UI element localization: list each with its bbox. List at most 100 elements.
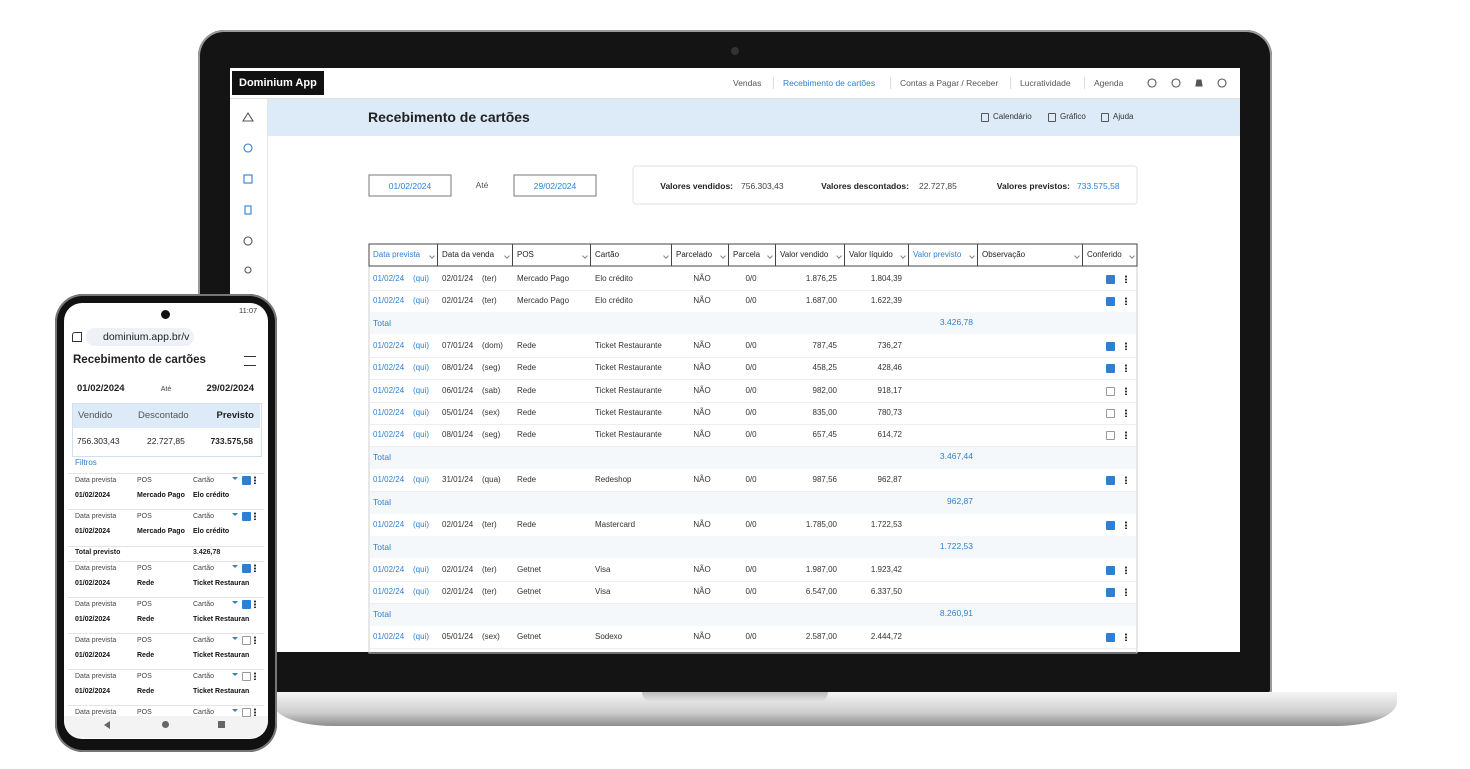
dropdown-arrow — [232, 709, 238, 712]
phone-row-line — [68, 561, 264, 562]
column-header: Valor vendido — [780, 250, 829, 259]
card-label: Cartão — [193, 708, 215, 716]
table-cell: 0/0 — [745, 430, 757, 440]
card-value: 01/02/2024 — [75, 580, 111, 587]
table-cell: (ter) — [482, 519, 497, 529]
row-menu — [254, 600, 256, 608]
table-cell: 05/01/24 — [442, 407, 474, 417]
card-value: Rede — [137, 688, 155, 695]
date-sep: Até — [160, 385, 172, 393]
table-cell: 982,00 — [812, 385, 837, 395]
table-cell: 987,56 — [812, 475, 837, 485]
table-cell: Ticket Restaurante — [595, 363, 662, 373]
phone-row-line — [68, 669, 264, 670]
total-row-bg — [370, 312, 1136, 335]
card-value: Mercado Pago — [137, 492, 185, 499]
row-menu — [254, 708, 256, 716]
table-cell: 07/01/24 — [442, 340, 474, 350]
phone-camera — [161, 310, 170, 319]
summary-header: Previsto — [216, 410, 255, 422]
table-cell: Getnet — [517, 564, 542, 574]
total-label: Total — [373, 318, 391, 329]
eye-icon — [1171, 78, 1181, 88]
row-menu — [1125, 520, 1127, 529]
status-time: 11:07 — [239, 306, 258, 316]
nav-home — [162, 721, 169, 728]
table-cell: (qui) — [413, 385, 430, 395]
table-cell: Rede — [517, 430, 537, 440]
table-cell: 1.622,39 — [870, 295, 902, 305]
page-title: Recebimento de cartões — [73, 354, 206, 367]
nav-recent — [218, 721, 225, 728]
table-cell: 1.687,00 — [805, 295, 837, 305]
table-cell: 614,72 — [877, 430, 902, 440]
table-cell: NÃO — [693, 519, 711, 529]
table-cell: Elo crédito — [595, 273, 633, 283]
row-menu — [1125, 476, 1127, 485]
table-cell: 1.987,00 — [805, 564, 837, 574]
summary-value: 22.727,85 — [147, 435, 185, 446]
checkbox — [1106, 296, 1115, 306]
row-line — [370, 379, 1136, 381]
checkbox — [1106, 431, 1115, 441]
row-menu — [254, 672, 256, 680]
summary-label: Valores vendidos: — [660, 180, 733, 191]
row-line — [370, 289, 1136, 291]
table-cell: 458,25 — [812, 363, 837, 373]
table-cell: 1.923,42 — [870, 564, 902, 574]
card-label: POS — [137, 564, 152, 572]
row-menu — [1125, 296, 1127, 305]
row-menu — [1125, 431, 1127, 440]
table-cell: (qui) — [413, 295, 430, 305]
card-value: Ticket Restauran — [193, 652, 250, 659]
table-cell: 835,00 — [812, 407, 837, 417]
column-divider — [775, 244, 776, 266]
table-cell: 780,73 — [877, 407, 902, 417]
card-label: POS — [137, 512, 152, 520]
row-menu — [1125, 386, 1127, 395]
table-cell: 1.722,53 — [870, 519, 902, 529]
total-value: 8.260,91 — [939, 608, 973, 619]
total-label: Total — [373, 452, 391, 463]
table-cell: 2.444,72 — [870, 631, 902, 641]
dropdown-arrow — [232, 673, 238, 676]
table-cell: 736,27 — [877, 340, 902, 350]
table-cell: 428,46 — [877, 363, 902, 373]
logo — [232, 71, 324, 95]
table-cell: Rede — [517, 340, 537, 350]
summary-label: Valores previstos: — [996, 180, 1070, 191]
row-line — [370, 423, 1136, 425]
table-cell: 01/02/24 — [373, 273, 405, 283]
checkbox — [1106, 341, 1115, 351]
card-label: Cartão — [193, 476, 215, 484]
power-icon — [1217, 78, 1227, 88]
card-value: Ticket Restauran — [193, 580, 250, 587]
table-cell: Elo crédito — [595, 295, 633, 305]
table-cell: 962,87 — [877, 475, 902, 485]
table-cell: NÃO — [693, 587, 711, 597]
camera-icon — [1147, 78, 1157, 88]
home-icon — [242, 111, 254, 122]
card-label: POS — [137, 600, 152, 608]
column-divider — [512, 244, 513, 266]
total-value: 3.426,78 — [193, 548, 221, 556]
nav-link: Vendas — [733, 77, 762, 88]
user-icon — [244, 266, 252, 274]
card-label: Data prevista — [75, 512, 117, 520]
table-cell: (qui) — [413, 631, 430, 641]
total-row-bg — [370, 446, 1136, 469]
card-value: Mercado Pago — [137, 528, 185, 535]
checkbox — [242, 600, 251, 609]
total-label: Total — [373, 542, 391, 553]
table-cell: 01/02/24 — [373, 385, 405, 395]
dropdown-arrow — [232, 513, 238, 516]
card-label: Cartão — [193, 636, 215, 644]
table-cell: (ter) — [482, 564, 497, 574]
table-cell: 0/0 — [745, 519, 757, 529]
card-label: Data prevista — [75, 600, 117, 608]
card-label: Data prevista — [75, 708, 117, 716]
checkbox — [242, 564, 251, 573]
checkbox — [242, 476, 251, 485]
column-divider — [671, 244, 672, 266]
